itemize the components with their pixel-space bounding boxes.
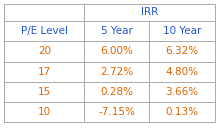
Text: 15: 15	[38, 87, 51, 97]
Text: 2.72%: 2.72%	[100, 67, 133, 77]
Bar	[149, 62, 215, 82]
Bar	[149, 21, 215, 41]
Text: 6.00%: 6.00%	[101, 46, 133, 56]
Bar	[4, 62, 84, 82]
Text: P/E Level: P/E Level	[21, 26, 68, 36]
Text: 3.66%: 3.66%	[166, 87, 199, 97]
Bar	[4, 41, 84, 62]
Text: 4.80%: 4.80%	[166, 67, 199, 77]
Text: 0.28%: 0.28%	[100, 87, 133, 97]
Bar	[149, 102, 215, 122]
Text: 5 Year: 5 Year	[101, 26, 133, 36]
Bar	[4, 4, 84, 21]
Bar	[84, 4, 215, 21]
Text: -7.15%: -7.15%	[98, 107, 135, 117]
Bar	[4, 21, 84, 41]
Text: 10: 10	[38, 107, 51, 117]
Text: 0.13%: 0.13%	[166, 107, 199, 117]
Bar	[149, 41, 215, 62]
Bar	[84, 21, 149, 41]
Bar	[4, 82, 84, 102]
Bar	[84, 102, 149, 122]
Bar	[4, 102, 84, 122]
Bar	[84, 82, 149, 102]
Text: IRR: IRR	[141, 7, 158, 17]
Bar	[149, 82, 215, 102]
Bar	[84, 41, 149, 62]
Text: 10 Year: 10 Year	[163, 26, 201, 36]
Text: 17: 17	[38, 67, 51, 77]
Bar	[84, 62, 149, 82]
Text: 6.32%: 6.32%	[166, 46, 199, 56]
Text: 20: 20	[38, 46, 51, 56]
